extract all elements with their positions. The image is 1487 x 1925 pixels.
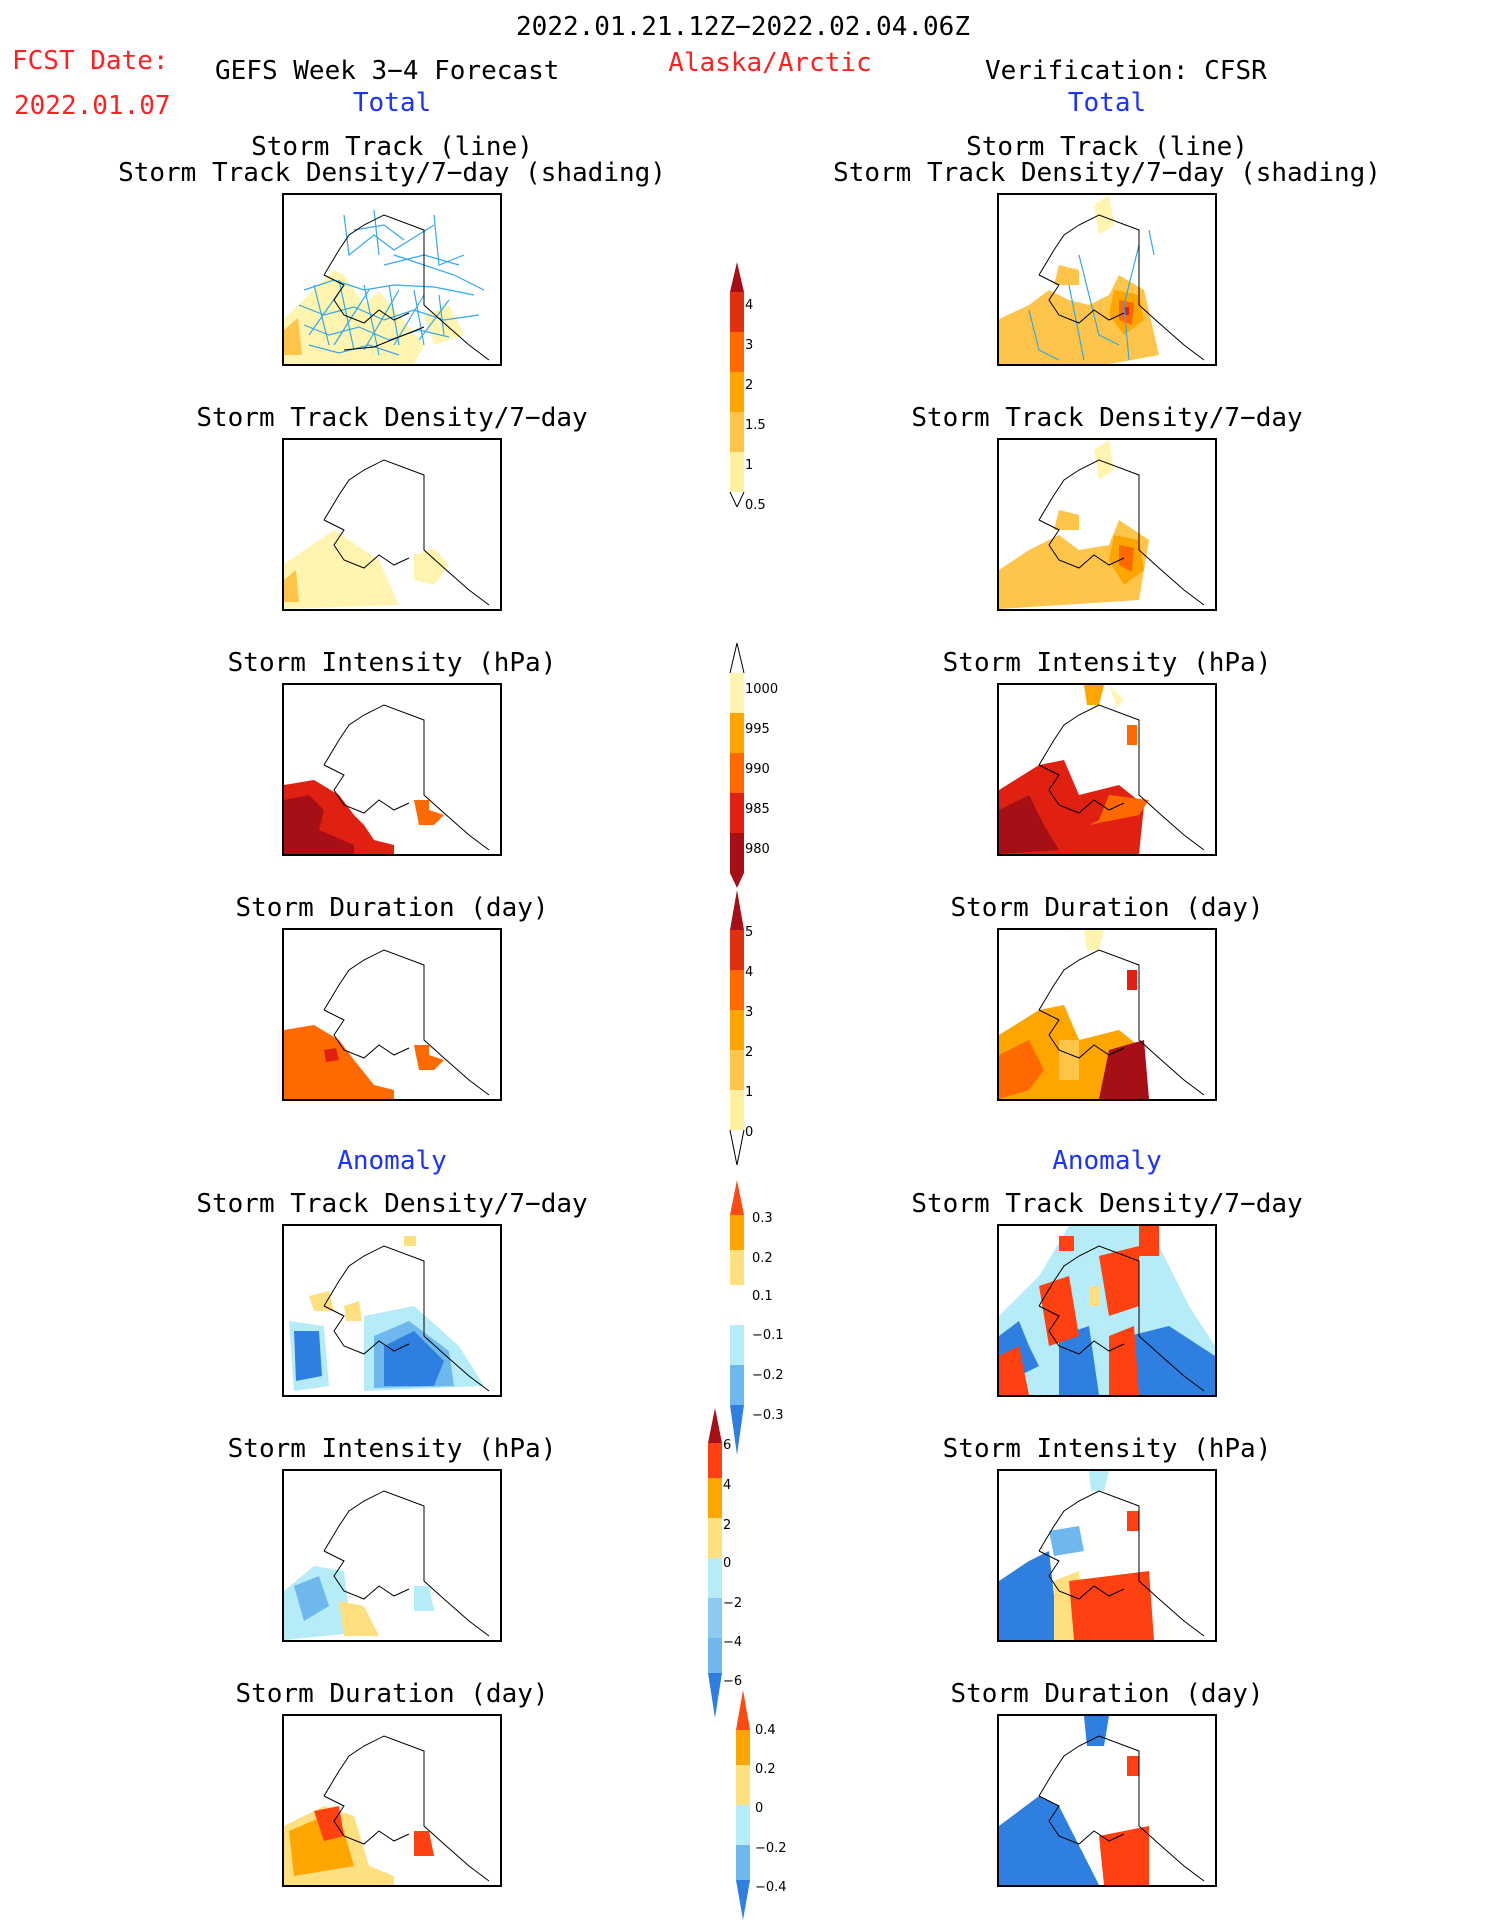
right-anom-duration-title: Storm Duration (day) (950, 1679, 1264, 1709)
cb-density-total-label-4: 1 (745, 458, 754, 473)
colorbar-duration-anom (736, 1690, 750, 1920)
map-left-anom-duration (282, 1714, 502, 1887)
cb-density-anom-label-5: −0.3 (752, 1408, 784, 1423)
left-anom-intensity-title: Storm Intensity (hPa) (227, 1434, 557, 1464)
anomaly-left-label: Anomaly (337, 1146, 447, 1176)
cb-duration-total-label-0: 5 (745, 925, 754, 940)
left-duration-title: Storm Duration (day) (235, 893, 549, 923)
colorbar-intensity-anom (708, 1408, 722, 1718)
map-left-track-svg (284, 209, 490, 364)
cb-density-total-label-1: 3 (745, 338, 754, 353)
right-anom-density-title: Storm Track Density/7−day (911, 1189, 1303, 1219)
cb-density-anom-label-1: 0.2 (752, 1251, 773, 1266)
date-range-title: 2022.01.21.12Z−2022.02.04.06Z (516, 12, 970, 42)
cb-intensity-total-label-1: 995 (745, 722, 770, 737)
cb-duration-total-label-1: 4 (745, 965, 754, 980)
map-right-density (997, 438, 1217, 611)
map-left-anom-duration-svg (284, 1735, 490, 1885)
map-right-track-svg (999, 195, 1205, 364)
right-anom-intensity-title: Storm Intensity (hPa) (942, 1434, 1272, 1464)
colorbar-intensity-total (729, 643, 745, 888)
cb-intensity-anom-label-6: −6 (723, 1674, 743, 1689)
fcst-date: 2022.01.07 (14, 91, 171, 121)
map-right-anom-intensity (997, 1469, 1217, 1642)
cb-density-total-label-5: 0.5 (745, 498, 766, 513)
cb-density-total-label-2: 2 (745, 378, 754, 393)
map-right-intensity (997, 683, 1217, 856)
left-track-line-title: Storm Track (line) (251, 132, 533, 162)
map-right-density-svg (999, 440, 1205, 609)
map-right-duration-svg (999, 930, 1205, 1099)
right-intensity-title: Storm Intensity (hPa) (942, 648, 1272, 678)
cb-duration-anom-label-1: 0.2 (755, 1762, 776, 1777)
map-left-track (282, 193, 502, 366)
cb-duration-anom-label-0: 0.4 (755, 1723, 776, 1738)
right-track-shading-title: Storm Track Density/7−day (shading) (833, 158, 1381, 188)
right-duration-title: Storm Duration (day) (950, 893, 1264, 923)
map-right-intensity-svg (999, 685, 1205, 854)
cb-density-anom-label-0: 0.3 (752, 1211, 773, 1226)
cb-density-total-label-3: 1.5 (745, 418, 766, 433)
cb-intensity-anom-label-2: 2 (723, 1518, 732, 1533)
map-left-density (282, 438, 502, 611)
cb-density-anom-label-3: −0.1 (752, 1328, 784, 1343)
cb-density-anom-label-2: 0.1 (752, 1289, 773, 1304)
cb-intensity-anom-label-3: 0 (723, 1556, 732, 1571)
right-track-line-title: Storm Track (line) (966, 132, 1248, 162)
cb-duration-total-label-3: 2 (745, 1045, 754, 1060)
cb-intensity-total-label-0: 1000 (745, 682, 779, 697)
map-left-anom-density-svg (289, 1236, 490, 1392)
region-title: Alaska/Arctic (668, 48, 872, 78)
map-right-duration (997, 928, 1217, 1101)
left-track-shading-title: Storm Track Density/7−day (shading) (118, 158, 666, 188)
forecast-title: GEFS Week 3−4 Forecast (215, 56, 560, 86)
verification-title: Verification: CFSR (985, 56, 1267, 86)
cb-intensity-anom-label-1: 4 (723, 1478, 732, 1493)
cb-intensity-total-label-3: 985 (745, 802, 770, 817)
map-right-anom-duration-svg (999, 1716, 1205, 1885)
cb-duration-anom-label-2: 0 (755, 1801, 764, 1816)
cb-density-anom-label-4: −0.2 (752, 1368, 784, 1383)
colorbar-duration-total (729, 890, 745, 1165)
colorbar-density-total (729, 262, 745, 507)
cb-intensity-anom-label-4: −2 (723, 1596, 743, 1611)
map-left-anom-intensity (282, 1469, 502, 1642)
map-left-anom-density (282, 1224, 502, 1397)
cb-intensity-total-label-4: 980 (745, 842, 770, 857)
total-left-label: Total (352, 88, 432, 118)
map-right-anom-duration (997, 1714, 1217, 1887)
map-left-duration (282, 928, 502, 1101)
map-right-track (997, 193, 1217, 366)
anomaly-right-label: Anomaly (1052, 1146, 1162, 1176)
left-anom-density-title: Storm Track Density/7−day (196, 1189, 588, 1219)
cb-duration-total-label-2: 3 (745, 1005, 754, 1020)
cb-density-total-label-0: 4 (745, 298, 754, 313)
map-right-anom-density-svg (999, 1226, 1215, 1395)
cb-intensity-total-label-2: 990 (745, 762, 770, 777)
left-intensity-title: Storm Intensity (hPa) (227, 648, 557, 678)
map-left-density-svg (284, 459, 490, 609)
left-density-title: Storm Track Density/7−day (196, 403, 588, 433)
map-left-intensity-svg (284, 704, 490, 854)
cb-duration-total-label-4: 1 (745, 1085, 754, 1100)
map-left-anom-intensity-svg (284, 1490, 490, 1640)
cb-intensity-anom-label-0: 6 (723, 1438, 732, 1453)
cb-duration-anom-label-4: −0.4 (755, 1880, 787, 1895)
map-right-anom-intensity-svg (999, 1471, 1205, 1640)
left-anom-duration-title: Storm Duration (day) (235, 1679, 549, 1709)
map-left-intensity (282, 683, 502, 856)
total-right-label: Total (1067, 88, 1147, 118)
cb-duration-anom-label-3: −0.2 (755, 1841, 787, 1856)
map-left-duration-svg (284, 949, 490, 1099)
cb-intensity-anom-label-5: −4 (723, 1635, 743, 1650)
map-right-anom-density (997, 1224, 1217, 1397)
right-density-title: Storm Track Density/7−day (911, 403, 1303, 433)
colorbar-density-anom (730, 1180, 744, 1455)
fcst-label: FCST Date: (12, 46, 169, 76)
cb-duration-total-label-5: 0 (745, 1125, 754, 1140)
